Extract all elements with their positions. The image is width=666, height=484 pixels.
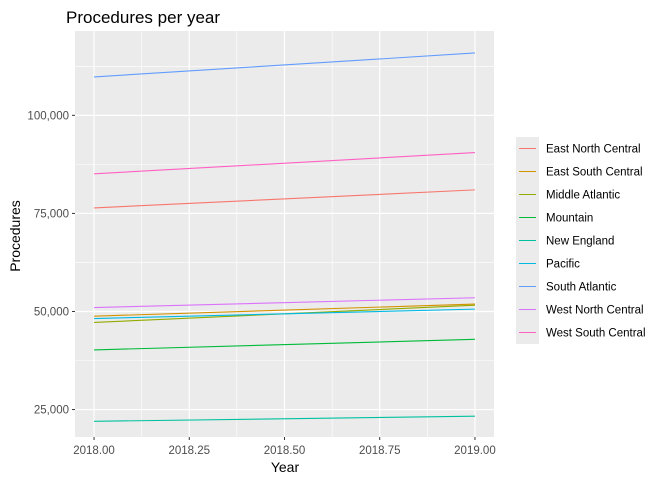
x-tick-label: 2018.00 — [73, 445, 115, 457]
series-lines — [94, 52, 475, 422]
x-axis-title: Year — [271, 459, 300, 475]
series-line-east-south-central — [94, 303, 475, 317]
x-tick-label: 2018.75 — [359, 445, 401, 457]
y-tick-label: 75,000 — [34, 208, 69, 220]
y-tick-label: 100,000 — [27, 110, 69, 122]
series-line-mountain — [94, 338, 475, 351]
y-axis-title: Procedures — [7, 200, 23, 272]
series-line-pacific — [94, 308, 475, 320]
legend-label-west-south-central: West South Central — [546, 328, 646, 340]
series-line-south-atlantic — [94, 52, 475, 78]
legend-label-new-england: New England — [546, 236, 614, 248]
legend-label-south-atlantic: South Atlantic — [546, 282, 617, 294]
legend-label-east-south-central: East South Central — [546, 167, 643, 179]
y-tick-label: 50,000 — [34, 306, 69, 318]
series-line-west-south-central — [94, 152, 475, 175]
x-tick-label: 2019.00 — [454, 445, 496, 457]
x-tick-label: 2018.25 — [168, 445, 210, 457]
series-line-new-england — [94, 415, 475, 422]
major-grid — [75, 31, 494, 437]
legend-label-mountain: Mountain — [546, 213, 593, 225]
x-axis: 2018.00 2018.25 2018.50 2018.75 2019.00 — [73, 437, 496, 457]
legend: East North Central East South Central Midd… — [516, 137, 646, 344]
y-axis: 25,000 50,000 75,000 100,000 — [27, 110, 75, 417]
chart-title: Procedures per year — [66, 8, 220, 27]
x-tick-label: 2018.50 — [264, 445, 306, 457]
legend-label-pacific: Pacific — [546, 259, 580, 271]
y-tick-label: 25,000 — [34, 405, 69, 417]
legend-label-middle-atlantic: Middle Atlantic — [546, 190, 620, 202]
legend-label-east-north-central: East North Central — [546, 144, 641, 156]
series-line-east-north-central — [94, 189, 475, 209]
legend-label-west-north-central: West North Central — [546, 305, 644, 317]
series-line-west-north-central — [94, 297, 475, 309]
